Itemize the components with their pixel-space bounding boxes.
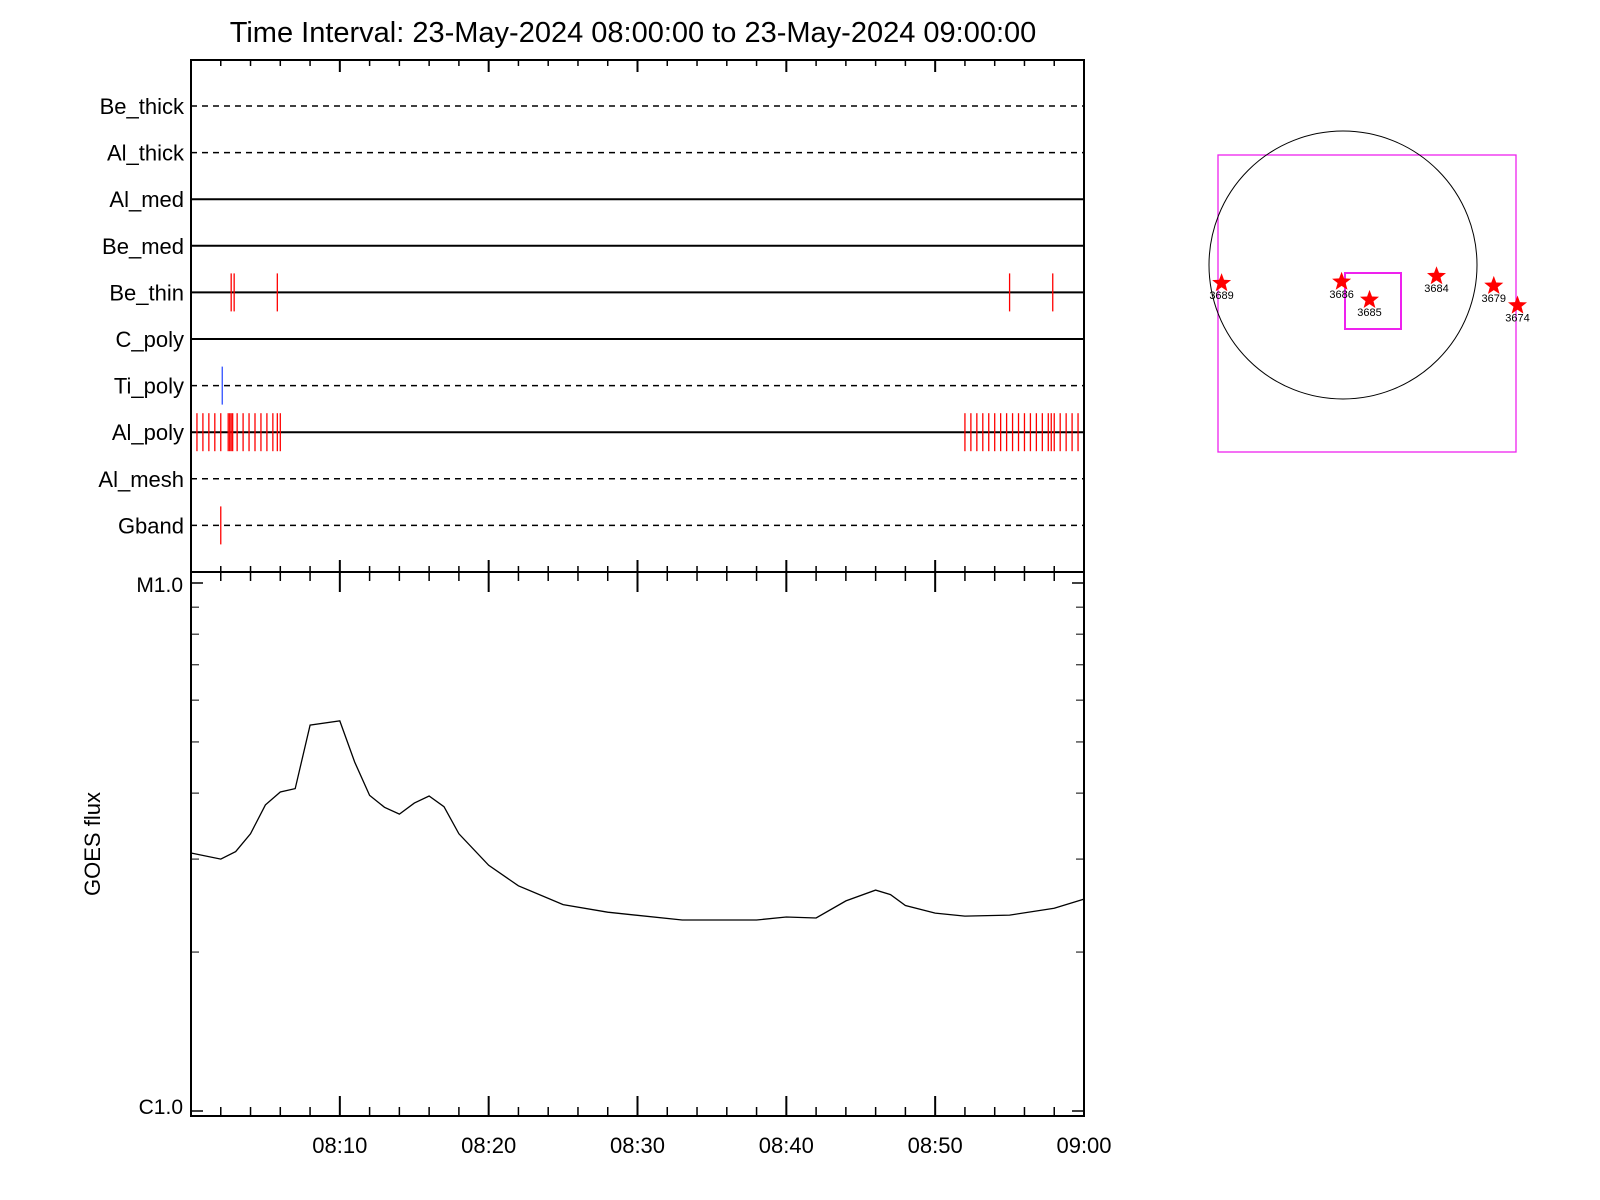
- region-label-3686: 3686: [1329, 289, 1353, 301]
- goes-frame: [190, 571, 1085, 1117]
- channel-label-c_poly: C_poly: [116, 327, 184, 352]
- region-star-3685: [1360, 289, 1379, 308]
- goes-x-tick-label: 08:50: [908, 1133, 963, 1158]
- channel-label-al_med: Al_med: [109, 187, 184, 212]
- channel-label-al_mesh: Al_mesh: [98, 467, 184, 492]
- region-label-3674: 3674: [1505, 312, 1529, 324]
- region-label-3684: 3684: [1424, 283, 1448, 295]
- channel-label-be_med: Be_med: [102, 234, 184, 259]
- event-timeline-panel: Be_thick Al_thick Al_med Be_med Be_thin C_pol…: [98, 59, 1085, 573]
- goes-y-axis-label: GOES flux: [80, 792, 105, 896]
- goes-x-tick-label: 08:30: [610, 1133, 665, 1158]
- channel-label-ti_poly: Ti_poly: [114, 374, 184, 399]
- goes-ticks: [190, 572, 1085, 1116]
- chart-title: Time Interval: 23-May-2024 08:00:00 to 2…: [230, 17, 1037, 49]
- region-star-3674: [1508, 295, 1527, 314]
- goes-flux-line: [190, 720, 1085, 921]
- channel-label-gband: Gband: [118, 513, 184, 538]
- goes-x-tick-label: 08:40: [759, 1133, 814, 1158]
- channel-label-be_thick: Be_thick: [100, 94, 185, 119]
- region-label-3689: 3689: [1209, 290, 1233, 302]
- timeline-frame: [190, 59, 1085, 573]
- region-star-3689: [1212, 273, 1232, 292]
- goes-flux-panel: M1.0 C1.0 GOES flux 08:10 08:20 08:30 08:40…: [80, 571, 1112, 1158]
- goes-x-tick-label: 09:00: [1056, 1133, 1111, 1158]
- timeline-channels: Be_thick Al_thick Al_med Be_med Be_thin C_pol…: [98, 94, 1084, 545]
- region-star-3684: [1427, 266, 1446, 285]
- goes-x-tick-labels: 08:10 08:20 08:30 08:40 08:50 09:00: [312, 1133, 1111, 1158]
- goes-x-tick-label: 08:20: [461, 1133, 516, 1158]
- imaging-box: [1344, 272, 1402, 330]
- goes-x-tick-label: 08:10: [312, 1133, 367, 1158]
- region-star-3686: [1332, 271, 1352, 290]
- region-star-3679: [1484, 275, 1504, 294]
- goes-y-tick-bottom: C1.0: [139, 1096, 183, 1119]
- channel-label-al_thick: Al_thick: [107, 141, 185, 166]
- channel-label-be_thin: Be_thin: [109, 280, 184, 305]
- channel-label-al_poly: Al_poly: [112, 420, 184, 445]
- region-label-3685: 3685: [1357, 307, 1381, 319]
- active-regions: 3689 3686 3685 3684 3679 3674: [1209, 266, 1530, 324]
- timeline-ticks: [190, 60, 1085, 572]
- solar-disk: [1208, 130, 1478, 400]
- solar-map: 3689 3686 3685 3684 3679 3674: [1208, 130, 1530, 453]
- goes-y-tick-top: M1.0: [136, 574, 183, 597]
- region-label-3679: 3679: [1482, 293, 1506, 305]
